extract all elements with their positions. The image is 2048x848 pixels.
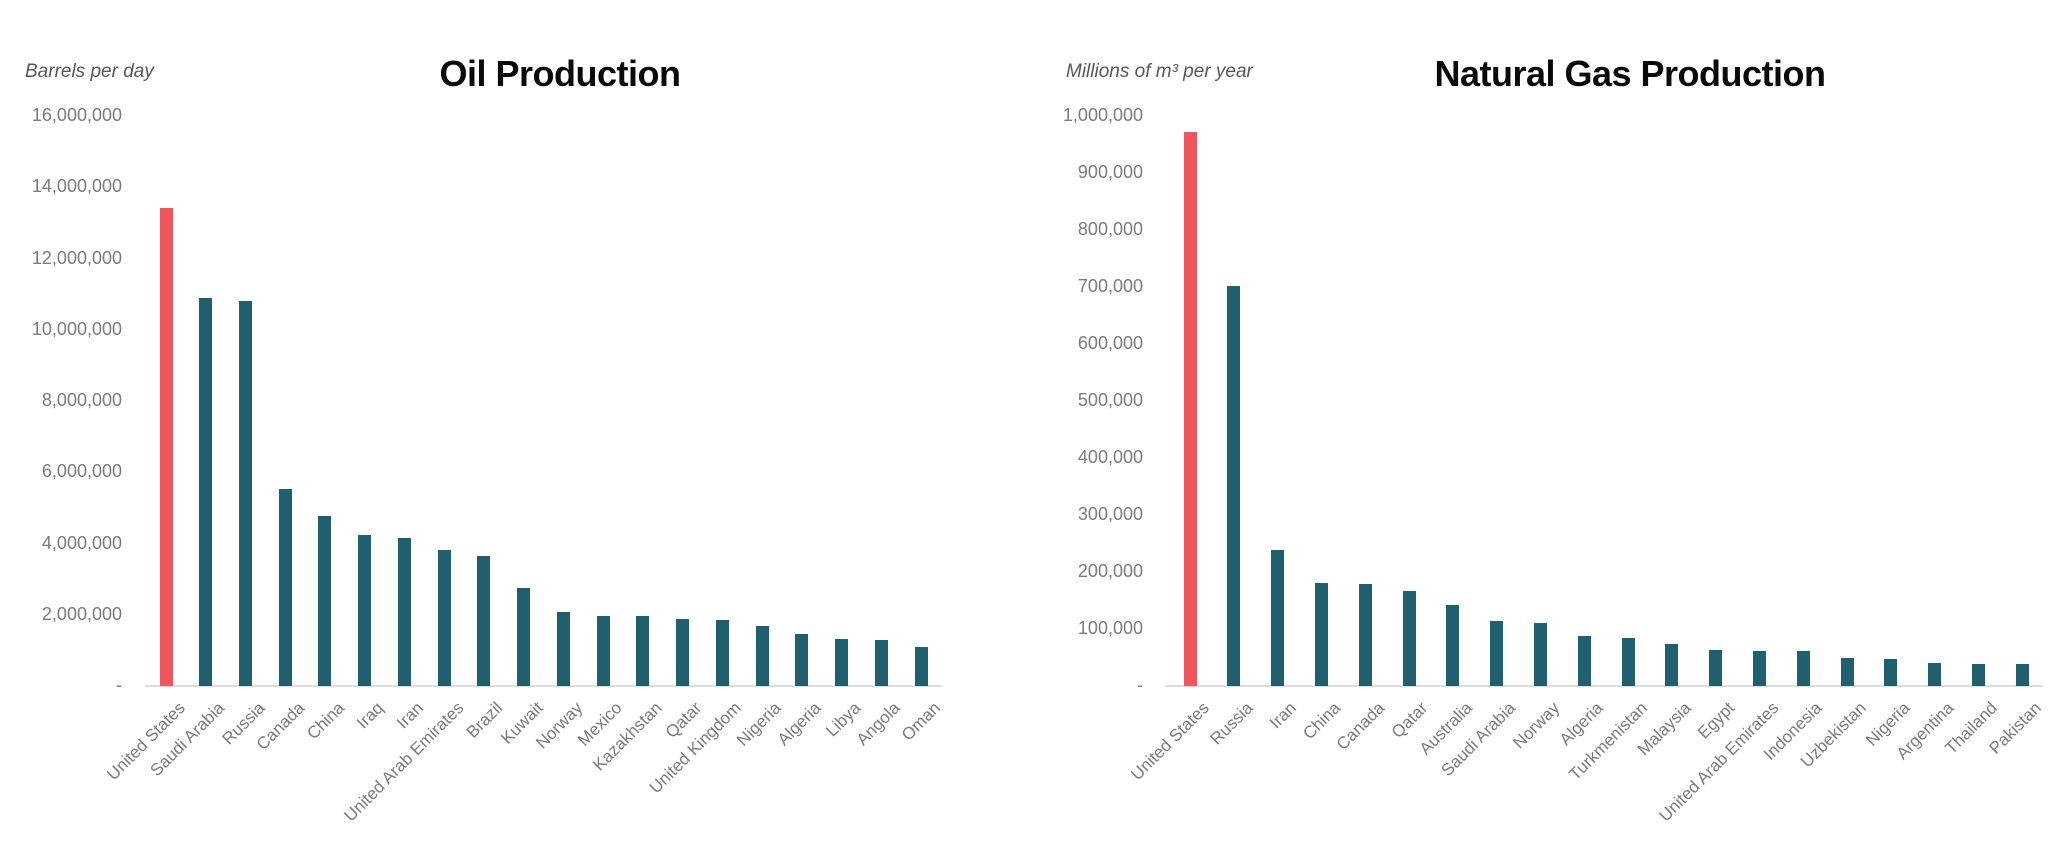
bar-nigeria: [1884, 658, 1898, 686]
bar-russia: [1227, 286, 1241, 686]
bar-united-states: [159, 207, 173, 686]
y-tick-label: 8,000,000: [41, 390, 122, 410]
oil-chart-title: Oil Production: [439, 53, 682, 94]
x-tick-label: United States: [1127, 698, 1213, 784]
x-tick-label: Norway: [1508, 698, 1564, 753]
y-tick-label: 200,000: [1077, 561, 1143, 581]
x-tick-label: Iran: [1266, 698, 1301, 733]
bar-norway: [1533, 622, 1547, 686]
y-tick-label: 900,000: [1077, 162, 1143, 182]
bar-indonesia: [1796, 651, 1810, 686]
y-tick-label: 6,000,000: [41, 461, 122, 482]
bar-iraq: [358, 535, 372, 686]
y-tick-label: 700,000: [1077, 276, 1143, 296]
x-tick-label: Canada: [1332, 698, 1388, 754]
y-tick-label: -: [116, 675, 122, 695]
bar-qatar: [1402, 590, 1416, 686]
bar-kuwait: [517, 587, 531, 686]
bar-qatar: [676, 619, 690, 686]
y-tick-label: -: [1137, 675, 1143, 695]
bar-saudi-arabia: [199, 297, 213, 686]
bar-norway: [556, 611, 570, 686]
bar-malaysia: [1665, 643, 1679, 686]
bar-iran: [1271, 549, 1285, 686]
bar-iran: [397, 537, 411, 686]
x-tick-label: Russia: [1206, 698, 1257, 749]
y-tick-label: 300,000: [1077, 504, 1143, 524]
bar-united-arab-emirates: [437, 549, 451, 686]
bar-canada: [278, 488, 292, 686]
bar-libya: [835, 639, 849, 686]
y-tick-label: 2,000,000: [41, 603, 122, 624]
bar-australia: [1446, 604, 1460, 686]
gas-x-axis-line: [1165, 685, 2043, 687]
oil-x-axis-line: [145, 685, 942, 687]
y-tick-label: 10,000,000: [31, 318, 122, 339]
bar-russia: [238, 300, 252, 686]
y-tick-label: 600,000: [1077, 333, 1143, 353]
y-tick-label: 400,000: [1077, 447, 1143, 467]
bar-turkmenistan: [1621, 638, 1635, 686]
gas-chart-title: Natural Gas Production: [1434, 53, 1826, 94]
bar-egypt: [1709, 650, 1723, 686]
bar-united-kingdom: [715, 619, 729, 686]
bar-saudi-arabia: [1490, 621, 1504, 686]
gas-y-axis-unit-label: Millions of m³ per year: [1066, 61, 1253, 82]
bar-algeria: [795, 633, 809, 686]
bar-algeria: [1577, 635, 1591, 686]
bar-china: [318, 515, 332, 686]
bar-argentina: [1928, 662, 1942, 686]
bar-oman: [914, 646, 928, 686]
y-tick-label: 500,000: [1077, 390, 1143, 410]
bar-united-states: [1183, 132, 1197, 686]
y-tick-label: 14,000,000: [31, 176, 122, 197]
y-tick-label: 16,000,000: [31, 105, 122, 125]
bar-brazil: [477, 556, 491, 686]
bar-kazakhstan: [636, 615, 650, 686]
bar-uzbekistan: [1840, 658, 1854, 686]
bar-mexico: [596, 615, 610, 686]
y-tick-label: 4,000,000: [41, 532, 122, 553]
bar-angola: [874, 640, 888, 686]
bar-pakistan: [2015, 664, 2029, 686]
bar-china: [1314, 582, 1328, 686]
oil-y-axis-unit-label: Barrels per day: [25, 61, 154, 82]
bar-nigeria: [755, 625, 769, 686]
bar-united-arab-emirates: [1752, 650, 1766, 686]
y-tick-label: 800,000: [1077, 219, 1143, 239]
y-tick-label: 1,000,000: [1062, 105, 1143, 125]
y-tick-label: 100,000: [1077, 618, 1143, 638]
bar-thailand: [1971, 663, 1985, 686]
y-tick-label: 12,000,000: [31, 247, 122, 268]
bar-canada: [1358, 584, 1372, 686]
